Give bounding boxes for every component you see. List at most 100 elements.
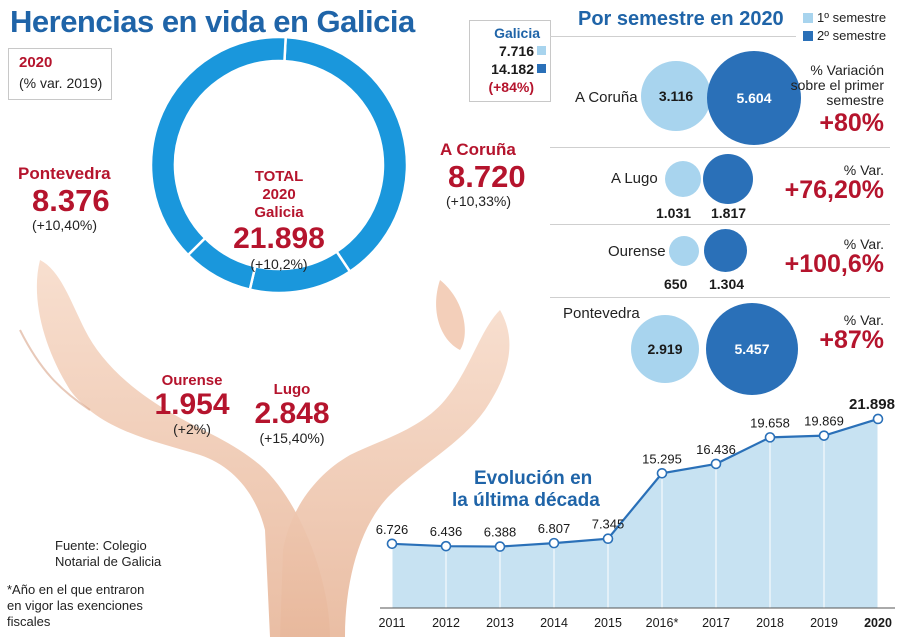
galicia-summary-box: Galicia 7.716 14.182 (+84%) — [469, 20, 551, 102]
year-box: 2020 (% var. 2019) — [8, 48, 112, 100]
data-point — [764, 432, 776, 443]
year-subtitle: (% var. 2019) — [19, 75, 103, 91]
var-label: % Var. — [843, 162, 884, 178]
data-label: 6.388 — [484, 525, 517, 540]
x-tick-label: 2015 — [594, 616, 622, 630]
data-label: 16.436 — [696, 442, 736, 457]
legend-second-label: 2º semestre — [817, 28, 887, 43]
total-line3: Galicia — [254, 204, 304, 221]
data-point — [440, 540, 452, 552]
x-tick-label: 2019 — [810, 616, 838, 630]
var-value: +80% — [819, 109, 884, 137]
var-label: % Variación sobre el primer semestre — [790, 62, 884, 108]
second-swatch — [537, 64, 546, 73]
row-divider — [550, 297, 890, 298]
region-ourense: Ourense 1.954 (+2%) — [152, 372, 232, 437]
bubble-second: 5.457 — [706, 303, 798, 395]
bubble-first: 3.116 — [641, 61, 711, 131]
data-label: 6.807 — [538, 521, 571, 536]
region-name: Lugo — [273, 381, 311, 398]
data-label: 6.726 — [376, 522, 409, 537]
x-tick-label: 2018 — [756, 616, 784, 630]
data-point — [494, 541, 506, 552]
footnote: *Año en el que entraron en vigor las exe… — [7, 582, 144, 630]
bubble-first-value: 650 — [664, 276, 688, 292]
row-divider — [550, 224, 890, 225]
first-swatch — [537, 46, 546, 55]
bubble-first-value: 1.031 — [656, 205, 692, 221]
total-line2: 2020 — [262, 186, 296, 203]
bubble-first — [665, 161, 701, 197]
galicia-var: (+84%) — [488, 79, 534, 95]
region-pontevedra: Pontevedra 8.376 (+10,40%) — [18, 164, 128, 233]
region-name: Pontevedra — [18, 164, 111, 183]
total-block: TOTAL 2020 Galicia 21.898 (+10,2%) — [219, 168, 339, 272]
semester-row-name: A Lugo — [611, 170, 658, 187]
region-name: Ourense — [161, 372, 223, 389]
page-title: Herencias en vida en Galicia — [10, 4, 415, 39]
footnote-line1: *Año en el que entraron — [7, 582, 145, 597]
total-line1: TOTAL — [254, 168, 304, 185]
bubble-second-value: 1.817 — [711, 205, 747, 221]
var-label: % Var. — [843, 236, 884, 252]
region-value: 8.720 — [448, 159, 526, 194]
region-pct: (+2%) — [173, 421, 211, 437]
year-label: 2020 — [19, 54, 53, 71]
region-name: A Coruña — [440, 140, 516, 159]
region-lugo: Lugo 2.848 (+15,40%) — [250, 381, 334, 446]
row-divider — [550, 147, 890, 148]
total-value: 21.898 — [233, 222, 325, 255]
semester-row-name: Ourense — [608, 243, 666, 260]
bubble-first-value: 3.116 — [658, 88, 694, 104]
data-point — [602, 533, 614, 545]
x-tick-label: 2011 — [379, 616, 406, 630]
data-label: 7.345 — [592, 517, 625, 532]
bubble-first — [669, 236, 699, 266]
source-note: Fuente: Colegio Notarial de Galicia — [55, 538, 161, 570]
data-point — [656, 467, 668, 479]
var-value: +87% — [819, 326, 884, 354]
legend-first: 1º semestre — [803, 10, 886, 25]
hands-illustration — [19, 260, 510, 637]
data-label: 19.869 — [804, 414, 844, 429]
region-pct: (+15,40%) — [259, 430, 325, 446]
bubble-second-value: 1.304 — [709, 276, 745, 292]
footnote-line2: en vigor las exenciones — [7, 598, 143, 613]
x-tick-label: 2017 — [702, 616, 730, 630]
bubble-second: 5.604 — [707, 51, 801, 145]
region-value: 2.848 — [254, 397, 330, 430]
semester-row-name: Pontevedra — [563, 305, 640, 322]
evolution-title-line1: Evolución en — [474, 468, 593, 489]
evolution-title: Evolución en la última década — [452, 468, 600, 512]
var-value: +76,20% — [784, 176, 884, 204]
data-point — [872, 413, 884, 425]
semester-row-name: A Coruña — [575, 89, 638, 106]
evolution-title-line2: la última década — [452, 490, 600, 511]
bubble-first: 2.919 — [631, 315, 699, 383]
galicia-second: 14.182 — [491, 61, 534, 77]
row-divider — [550, 36, 796, 37]
region-value: 8.376 — [32, 183, 110, 218]
bubble-second-value: 5.604 — [736, 90, 772, 106]
source-line2: Notarial de Galicia — [55, 554, 162, 569]
source-line1: Fuente: Colegio — [55, 538, 147, 553]
region-acoruna: A Coruña 8.720 (+10,33%) — [440, 140, 530, 209]
var-label: % Var. — [843, 312, 884, 328]
bubble-first-value: 2.919 — [647, 341, 683, 357]
x-tick-label: 2016* — [646, 616, 679, 630]
var-value: +100,6% — [784, 250, 884, 278]
galicia-first: 7.716 — [498, 43, 534, 59]
region-pct: (+10,33%) — [446, 193, 511, 209]
data-label: 21.898 — [849, 396, 895, 413]
evolution-chart: 6.726 2011 6.436 2012 6.388 2013 6.807 2014 7.34… — [376, 396, 895, 636]
galicia-label: Galicia — [494, 25, 540, 41]
bubble-second-value: 5.457 — [734, 341, 770, 357]
data-point — [710, 458, 722, 470]
data-label: 6.436 — [430, 524, 463, 539]
bubble-second — [703, 154, 753, 204]
series-line — [391, 417, 879, 548]
donut-chart — [149, 35, 409, 295]
data-point — [548, 537, 560, 549]
region-pct: (+10,40%) — [32, 217, 97, 233]
footnote-line3: fiscales — [7, 614, 51, 629]
